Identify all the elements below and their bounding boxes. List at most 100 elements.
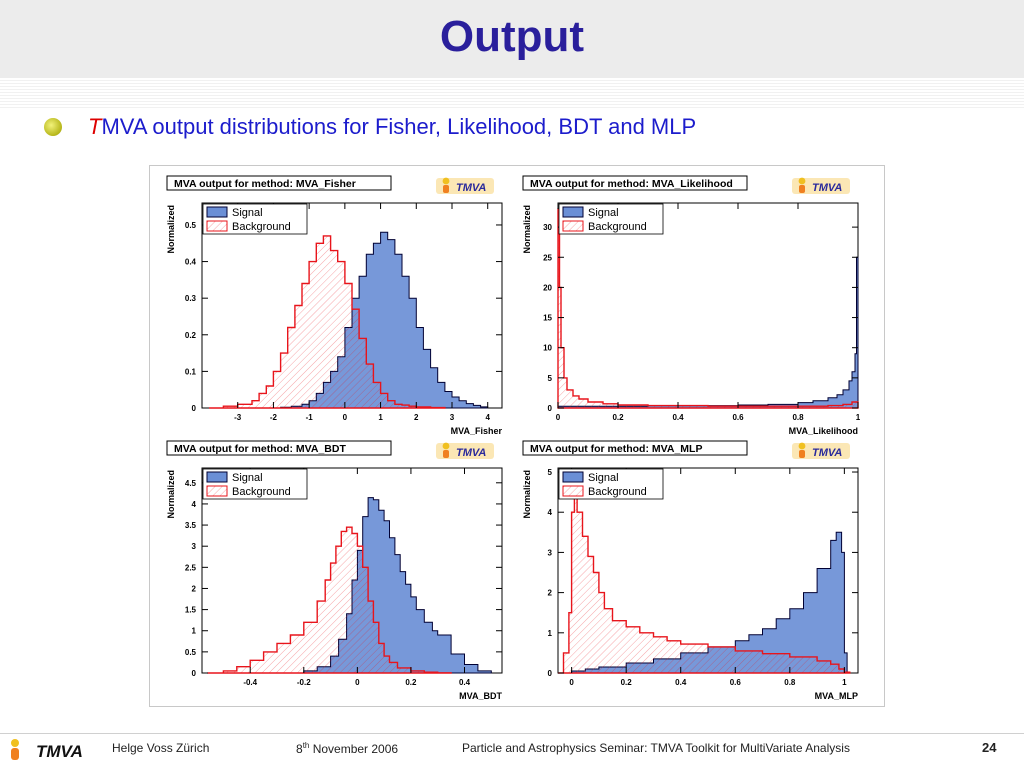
x-tick-label: -2 — [270, 413, 278, 422]
chart-panel-3: MVA output for method: MVA_MLP TMVA 0 1 2 3 4 5… — [522, 440, 859, 701]
y-tick-label: 0.2 — [185, 331, 197, 340]
legend-background-label: Background — [232, 486, 291, 498]
x-axis-label: MVA_Fisher — [451, 426, 503, 436]
legend: Signal Background — [202, 468, 308, 500]
footer-logo: TMVA — [36, 742, 83, 761]
y-tick-label: 5 — [548, 468, 553, 477]
tmva-badge-text: TMVA — [812, 447, 842, 459]
x-tick-label: 3 — [450, 413, 455, 422]
tmva-person-icon-head — [442, 442, 450, 450]
legend-signal-swatch — [562, 471, 584, 483]
tmva-badge-text: TMVA — [812, 182, 842, 194]
y-tick-label: 1 — [548, 629, 553, 638]
legend-background-swatch — [562, 220, 584, 232]
y-tick-label: 0 — [192, 669, 197, 678]
y-tick-label: 2.5 — [185, 563, 197, 572]
x-tick-label: 0 — [355, 678, 360, 687]
bullet-text-rest: MVA output distributions for Fisher, Lik… — [101, 114, 697, 139]
y-tick-label: 1.5 — [185, 606, 197, 615]
legend-signal-label: Signal — [232, 207, 263, 219]
bullet-row: TMVA output distributions for Fisher, Li… — [44, 112, 696, 142]
footer-event: Particle and Astrophysics Seminar: TMVA … — [462, 741, 850, 755]
y-tick-label: 0 — [548, 404, 553, 413]
bullet-t-letter: T — [88, 114, 102, 139]
tmva-badge-bg — [792, 178, 850, 194]
legend-background-label: Background — [588, 221, 647, 233]
y-tick-label: 2 — [548, 589, 553, 598]
x-tick-label: 0 — [343, 413, 348, 422]
y-tick-label: 4 — [548, 508, 553, 517]
footer-date-day: 8 — [296, 742, 303, 756]
y-tick-label: 0 — [192, 404, 197, 413]
tmva-person-icon-body — [443, 185, 449, 193]
y-tick-label: 0.3 — [185, 294, 197, 303]
x-tick-label: 1 — [378, 413, 383, 422]
y-axis-label: Normalized — [166, 470, 176, 519]
x-tick-label: 4 — [485, 413, 490, 422]
x-tick-label: 1 — [842, 678, 847, 687]
y-tick-label: 0.5 — [185, 648, 197, 657]
y-tick-label: 5 — [548, 374, 553, 383]
x-axis-label: MVA_MLP — [815, 691, 858, 701]
chart-title-box — [522, 440, 748, 456]
legend-signal-label: Signal — [588, 207, 619, 219]
footer-divider — [0, 733, 1024, 734]
x-tick-label: 0.8 — [792, 413, 804, 422]
y-tick-label: 3 — [192, 542, 197, 551]
legend: Signal Background — [558, 203, 664, 235]
y-tick-label: 0.5 — [185, 221, 197, 230]
tmva-person-icon-body — [799, 450, 805, 458]
header-divider — [0, 80, 1024, 110]
y-tick-label: 1 — [192, 627, 197, 636]
background-histogram — [209, 235, 446, 409]
charts-svg: MVA output for method: MVA_Fisher TMVA 0 0.… — [166, 175, 861, 701]
x-tick-label: -0.4 — [243, 678, 257, 687]
legend: Signal Background — [558, 468, 664, 500]
signal-histogram — [557, 256, 859, 409]
x-tick-label: -3 — [234, 413, 242, 422]
footer-page-number: 24 — [982, 740, 997, 755]
y-tick-label: 3 — [548, 548, 553, 557]
chart-title: MVA output for method: MVA_Likelihood — [530, 178, 733, 190]
y-tick-label: 4.5 — [185, 479, 197, 488]
x-tick-label: 0.6 — [732, 413, 744, 422]
background-histogram — [207, 526, 452, 674]
tmva-person-icon-body — [443, 450, 449, 458]
x-tick-label: 0 — [569, 678, 574, 687]
title-bar — [0, 0, 1024, 78]
tmva-badge-text: TMVA — [456, 182, 486, 194]
legend-signal-label: Signal — [232, 472, 263, 484]
footer-date: 8th November 2006 — [296, 741, 398, 756]
y-axis-label: Normalized — [166, 205, 176, 254]
legend-background-swatch — [206, 485, 228, 497]
legend-background-label: Background — [232, 221, 291, 233]
legend-signal-swatch — [206, 206, 228, 218]
legend: Signal Background — [202, 203, 308, 235]
y-axis-label: Normalized — [522, 470, 532, 519]
legend-signal-swatch — [206, 471, 228, 483]
chart-panel-1: MVA output for method: MVA_Likelihood TMV… — [522, 175, 861, 436]
legend-background-label: Background — [588, 486, 647, 498]
bullet-text: TMVA output distributions for Fisher, Li… — [88, 114, 696, 140]
chart-title-box — [522, 175, 748, 191]
x-tick-label: 0.6 — [730, 678, 742, 687]
slide-title: Output — [439, 12, 585, 61]
y-tick-label: 0.1 — [185, 367, 197, 376]
tmva-badge-text: TMVA — [456, 447, 486, 459]
chart-panel-0: MVA output for method: MVA_Fisher TMVA 0 0.… — [166, 175, 503, 436]
x-tick-label: 0.4 — [675, 678, 687, 687]
x-tick-label: 0.2 — [405, 678, 417, 687]
chart-title-box — [166, 175, 392, 191]
y-tick-label: 15 — [543, 314, 552, 323]
x-tick-label: -0.2 — [297, 678, 311, 687]
chart-title: MVA output for method: MVA_Fisher — [174, 178, 356, 190]
tmva-badge-bg — [792, 443, 850, 459]
tmva-badge-bg — [436, 443, 494, 459]
bullet-icon — [44, 118, 62, 136]
x-tick-label: -1 — [306, 413, 314, 422]
tmva-person-icon-body — [799, 185, 805, 193]
y-tick-label: 0.4 — [185, 258, 197, 267]
y-tick-label: 10 — [543, 344, 552, 353]
x-tick-label: 2 — [414, 413, 419, 422]
footer-date-rest: November 2006 — [309, 742, 399, 756]
